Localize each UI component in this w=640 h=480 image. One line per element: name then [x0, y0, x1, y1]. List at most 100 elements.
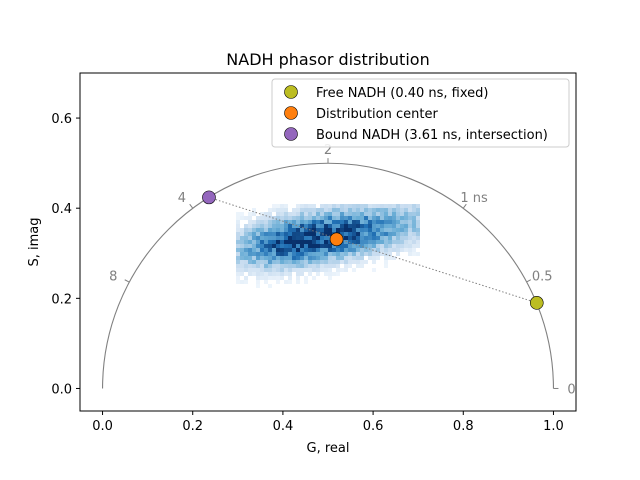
histogram-bin	[300, 244, 304, 248]
histogram-bin	[360, 216, 364, 220]
histogram-bin	[284, 236, 288, 240]
histogram-bin	[248, 268, 252, 272]
lifetime-label: 8	[109, 270, 117, 285]
histogram-bin	[332, 244, 336, 248]
histogram-bin	[268, 232, 272, 236]
histogram-bin	[336, 212, 340, 216]
histogram-bin	[344, 264, 348, 268]
histogram-bin	[416, 244, 420, 248]
histogram-bin	[308, 260, 312, 264]
histogram-bin	[352, 260, 356, 264]
histogram-bin	[276, 264, 280, 268]
histogram-bin	[408, 204, 412, 208]
histogram-bin	[300, 268, 304, 272]
histogram-bin	[328, 260, 332, 264]
histogram-bin	[352, 224, 356, 228]
legend-marker	[284, 127, 298, 141]
histogram-bin	[416, 220, 420, 224]
histogram-bin	[240, 244, 244, 248]
histogram-bin	[252, 264, 256, 268]
histogram-bin	[412, 208, 416, 212]
histogram-bin	[316, 236, 320, 240]
histogram-bin	[320, 260, 324, 264]
histogram-bin	[296, 228, 300, 232]
histogram-bin	[284, 248, 288, 252]
histogram-bin	[396, 224, 400, 228]
histogram-bin	[236, 220, 240, 224]
histogram-bin	[352, 244, 356, 248]
histogram-bin	[380, 224, 384, 228]
histogram-bin	[276, 256, 280, 260]
histogram-bin	[264, 276, 268, 280]
histogram-bin	[292, 236, 296, 240]
histogram-bin	[276, 244, 280, 248]
histogram-bin	[368, 236, 372, 240]
histogram-bin	[292, 252, 296, 256]
histogram-bin	[372, 252, 376, 256]
histogram-bin	[276, 280, 280, 284]
histogram-bin	[268, 264, 272, 268]
histogram-bin	[400, 228, 404, 232]
histogram-bin	[408, 220, 412, 224]
histogram-bin	[288, 260, 292, 264]
histogram-bin	[276, 236, 280, 240]
histogram-bin	[296, 248, 300, 252]
lifetime-label: 0.5	[532, 269, 553, 284]
histogram-bin	[240, 272, 244, 276]
histogram-bin	[324, 208, 328, 212]
y-tick-label: 0.2	[51, 292, 72, 307]
histogram-bin	[328, 228, 332, 232]
histogram-bin	[400, 208, 404, 212]
histogram-bin	[364, 228, 368, 232]
histogram-bin	[256, 252, 260, 256]
histogram-bin	[296, 244, 300, 248]
histogram-bin	[268, 256, 272, 260]
histogram-bin	[412, 240, 416, 244]
histogram-bin	[328, 272, 332, 276]
histogram-bin	[252, 260, 256, 264]
histogram-bin	[256, 284, 260, 288]
histogram-bin	[308, 252, 312, 256]
histogram-bin	[284, 264, 288, 268]
histogram-bin	[324, 228, 328, 232]
histogram-bin	[332, 264, 336, 268]
histogram-bin	[324, 212, 328, 216]
histogram-bin	[380, 244, 384, 248]
histogram-bin	[340, 268, 344, 272]
histogram-bin	[236, 276, 240, 280]
histogram-bin	[268, 272, 272, 276]
histogram-bin	[304, 224, 308, 228]
y-axis-label: S, imag	[27, 217, 42, 266]
histogram-bin	[292, 248, 296, 252]
histogram-bin	[236, 260, 240, 264]
histogram-bin	[336, 248, 340, 252]
histogram-bin	[288, 240, 292, 244]
histogram-bin	[284, 204, 288, 208]
histogram-bin	[324, 224, 328, 228]
histogram-bin	[268, 216, 272, 220]
histogram-bin	[328, 256, 332, 260]
histogram-bin	[260, 256, 264, 260]
histogram-bin	[296, 216, 300, 220]
histogram-bin	[404, 240, 408, 244]
histogram-bin	[344, 204, 348, 208]
histogram-bin	[364, 236, 368, 240]
histogram-bin	[240, 232, 244, 236]
histogram-bin	[272, 264, 276, 268]
histogram-bin	[376, 216, 380, 220]
histogram-bin	[320, 244, 324, 248]
histogram-bin	[324, 236, 328, 240]
histogram-bin	[260, 228, 264, 232]
histogram-bin	[376, 252, 380, 256]
histogram-bin	[244, 264, 248, 268]
histogram-bin	[256, 272, 260, 276]
histogram-bin	[376, 220, 380, 224]
histogram-bin	[316, 248, 320, 252]
histogram-bin	[288, 228, 292, 232]
histogram-bin	[396, 252, 400, 256]
histogram-bin	[344, 260, 348, 264]
histogram-bin	[236, 248, 240, 252]
histogram-bin	[388, 244, 392, 248]
histogram-bin	[288, 276, 292, 280]
histogram-bin	[384, 208, 388, 212]
